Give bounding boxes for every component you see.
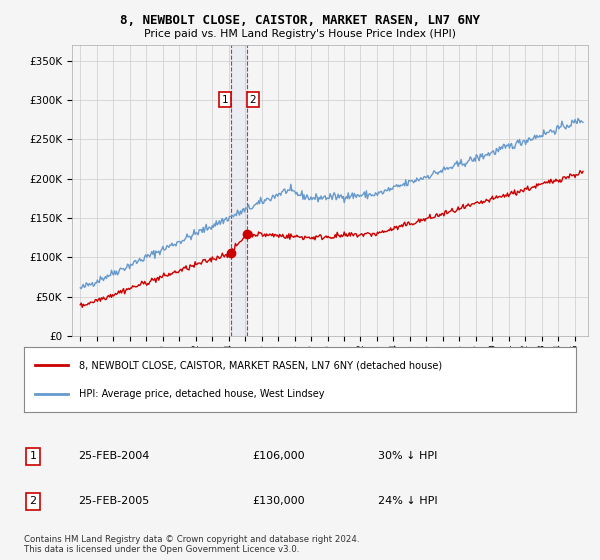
Text: HPI: Average price, detached house, West Lindsey: HPI: Average price, detached house, West… [79,389,325,399]
Text: 1: 1 [221,95,228,105]
Text: 25-FEB-2004: 25-FEB-2004 [78,451,149,461]
Text: £106,000: £106,000 [252,451,305,461]
Text: £130,000: £130,000 [252,496,305,506]
Text: Price paid vs. HM Land Registry's House Price Index (HPI): Price paid vs. HM Land Registry's House … [144,29,456,39]
Bar [230,45,247,336]
Text: 30% ↓ HPI: 30% ↓ HPI [378,451,437,461]
Text: Contains HM Land Registry data © Crown copyright and database right 2024.
This d: Contains HM Land Registry data © Crown c… [24,535,359,554]
Text: 8, NEWBOLT CLOSE, CAISTOR, MARKET RASEN, LN7 6NY (detached house): 8, NEWBOLT CLOSE, CAISTOR, MARKET RASEN,… [79,360,442,370]
Text: 2: 2 [250,95,256,105]
Text: 8, NEWBOLT CLOSE, CAISTOR, MARKET RASEN, LN7 6NY: 8, NEWBOLT CLOSE, CAISTOR, MARKET RASEN,… [120,14,480,27]
Text: 2: 2 [29,496,37,506]
Text: 1: 1 [29,451,37,461]
Text: 24% ↓ HPI: 24% ↓ HPI [378,496,437,506]
Text: 25-FEB-2005: 25-FEB-2005 [78,496,149,506]
